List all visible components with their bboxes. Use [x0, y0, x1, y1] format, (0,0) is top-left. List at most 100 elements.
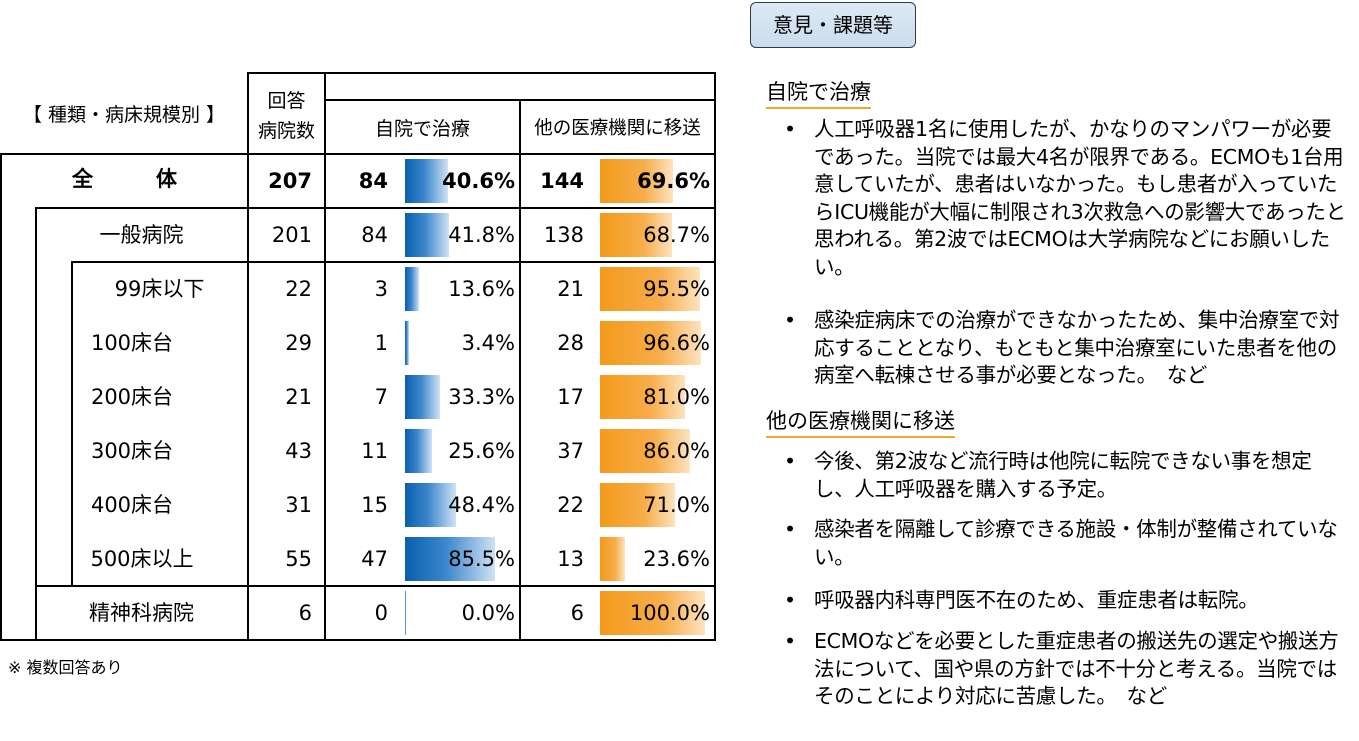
self-count: 0	[374, 601, 388, 625]
bullet-icon: •	[784, 588, 797, 612]
list-item: • 感染症病床での治療ができなかったため、集中治療室で対応することとなり、もともと…	[784, 307, 1349, 390]
category-header: 【 種類・病床規模別 】	[22, 104, 226, 126]
transfer-count: 144	[540, 169, 584, 193]
self-percent: 13.6%	[448, 277, 515, 301]
transfer-percent: 95.5%	[643, 277, 710, 301]
transfer-percent: 100.0%	[629, 601, 710, 625]
grid-line	[247, 72, 249, 641]
grid-line	[0, 153, 2, 641]
list-item: • 今後、第2波など流行時は他院に転院できない事を想定し、人工呼吸器を購入する予定…	[784, 448, 1349, 503]
list-item: • 感染者を隔離して診療できる施設・体制が整備されていない。	[784, 516, 1349, 571]
grid-line	[35, 207, 716, 209]
self-count: 84	[358, 169, 388, 193]
transfer-percent: 68.7%	[643, 223, 710, 247]
bullet-icon: •	[784, 517, 797, 541]
transfer-bar	[600, 375, 686, 419]
self-percent: 25.6%	[448, 439, 515, 463]
self-percent: 48.4%	[448, 493, 515, 517]
row-label: 精神科病院	[89, 601, 194, 625]
self-percent: 85.5%	[448, 547, 515, 571]
section-transfer-title: 他の医療機関に移送	[766, 405, 955, 438]
respondent-count: 31	[285, 493, 312, 517]
self-percent: 33.3%	[448, 385, 515, 409]
respondent-count: 201	[271, 223, 312, 247]
list-item-text: 人工呼吸器1名に使用したが、かなりのマンパワーが必要であった。当院では最大4名が…	[814, 117, 1346, 279]
self-bar	[405, 159, 448, 203]
row-label: 200床台	[90, 385, 174, 409]
respondent-count: 22	[285, 277, 312, 301]
self-bar	[405, 483, 456, 527]
section-self-treatment-title: 自院で治療	[766, 76, 871, 109]
list-item: • ECMOなどを必要とした重症患者の搬送先の選定や搬送方法について、国や県の方針…	[784, 628, 1349, 711]
grid-line	[0, 639, 716, 641]
transfer-bar	[600, 159, 674, 203]
self-bar	[405, 321, 409, 365]
transfer-percent: 23.6%	[643, 547, 710, 571]
row-label: 99床以下	[114, 277, 205, 301]
transfer-bar	[600, 267, 701, 311]
row-label: 500床以上	[90, 547, 194, 571]
row-label: 全 体	[72, 167, 177, 191]
list-item-text: ECMOなどを必要とした重症患者の搬送先の選定や搬送方法について、国や県の方針で…	[814, 629, 1339, 708]
respondent-count: 6	[298, 601, 312, 625]
row-label: 400床台	[90, 493, 174, 517]
respondents-header-line1: 回答	[267, 90, 306, 112]
bullet-icon: •	[784, 629, 797, 653]
transfer-count: 6	[570, 601, 584, 625]
bullet-icon: •	[784, 308, 797, 332]
self-bar	[405, 213, 449, 257]
list-item: • 呼吸器内科専門医不在のため、重症患者は転院。	[784, 587, 1349, 615]
list-item-text: 呼吸器内科専門医不在のため、重症患者は転院。	[814, 588, 1259, 612]
respondent-count: 43	[285, 439, 312, 463]
respondent-count: 21	[285, 385, 312, 409]
transfer-bar	[600, 213, 673, 257]
transfer-count: 28	[557, 331, 584, 355]
list-item-text: 今後、第2波など流行時は他院に転院できない事を想定し、人工呼吸器を購入する予定。	[814, 449, 1312, 501]
self-bar	[405, 429, 432, 473]
transfer-count: 21	[557, 277, 584, 301]
self-percent: 3.4%	[461, 331, 515, 355]
grid-line	[35, 207, 37, 640]
bullet-icon: •	[784, 449, 797, 473]
row-label: 一般病院	[99, 223, 184, 247]
self-bar	[405, 537, 495, 581]
self-count: 3	[374, 277, 388, 301]
respondent-count: 29	[285, 331, 312, 355]
grid-line	[0, 153, 716, 155]
self-count: 47	[361, 547, 388, 571]
respondent-count: 207	[268, 169, 312, 193]
grid-line	[324, 72, 326, 641]
transfer-bar	[600, 537, 625, 581]
issues-label: 意見・課題等	[750, 2, 916, 48]
transfer-count: 13	[557, 547, 584, 571]
row-label: 100床台	[90, 331, 174, 355]
transfer-percent: 96.6%	[643, 331, 710, 355]
transfer-percent: 71.0%	[643, 493, 710, 517]
transfer-percent: 81.0%	[643, 385, 710, 409]
footnote: ※ 複数回答あり	[8, 658, 123, 677]
grid-line	[71, 261, 73, 586]
grid-line	[519, 99, 521, 641]
self-count: 15	[361, 493, 388, 517]
self-percent: 0.0%	[461, 601, 515, 625]
transfer-count: 17	[557, 385, 584, 409]
self-percent: 40.6%	[442, 169, 515, 193]
transfer-header: 他の医療機関に移送	[534, 118, 701, 139]
transfer-bar	[600, 483, 675, 527]
grid-line	[325, 99, 716, 101]
transfer-percent: 86.0%	[643, 439, 710, 463]
grid-line	[71, 261, 716, 263]
row-label: 300床台	[90, 439, 174, 463]
transfer-percent: 69.6%	[637, 169, 710, 193]
list-item-text: 感染症病床での治療ができなかったため、集中治療室で対応することとなり、もともと集…	[814, 308, 1340, 387]
transfer-count: 37	[557, 439, 584, 463]
self-bar	[405, 375, 440, 419]
self-percent: 41.8%	[448, 223, 515, 247]
self-count: 11	[361, 439, 388, 463]
transfer-bar	[600, 321, 702, 365]
respondent-count: 55	[285, 547, 312, 571]
self-bar	[405, 591, 406, 635]
self-bar	[405, 267, 420, 311]
list-item-text: 感染者を隔離して診療できる施設・体制が整備されていない。	[814, 517, 1338, 569]
list-item: • 人工呼吸器1名に使用したが、かなりのマンパワーが必要であった。当院では最大4名…	[784, 116, 1349, 281]
